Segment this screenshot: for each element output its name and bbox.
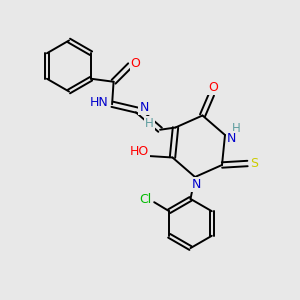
Text: N: N xyxy=(227,131,236,145)
Text: N: N xyxy=(192,178,201,191)
Text: O: O xyxy=(208,81,218,94)
Text: H: H xyxy=(145,117,154,130)
Text: Cl: Cl xyxy=(140,193,152,206)
Text: S: S xyxy=(250,157,258,170)
Text: HO: HO xyxy=(129,145,148,158)
Text: O: O xyxy=(130,57,140,70)
Text: H: H xyxy=(232,122,241,136)
Text: HN: HN xyxy=(90,96,109,109)
Text: N: N xyxy=(140,101,149,114)
